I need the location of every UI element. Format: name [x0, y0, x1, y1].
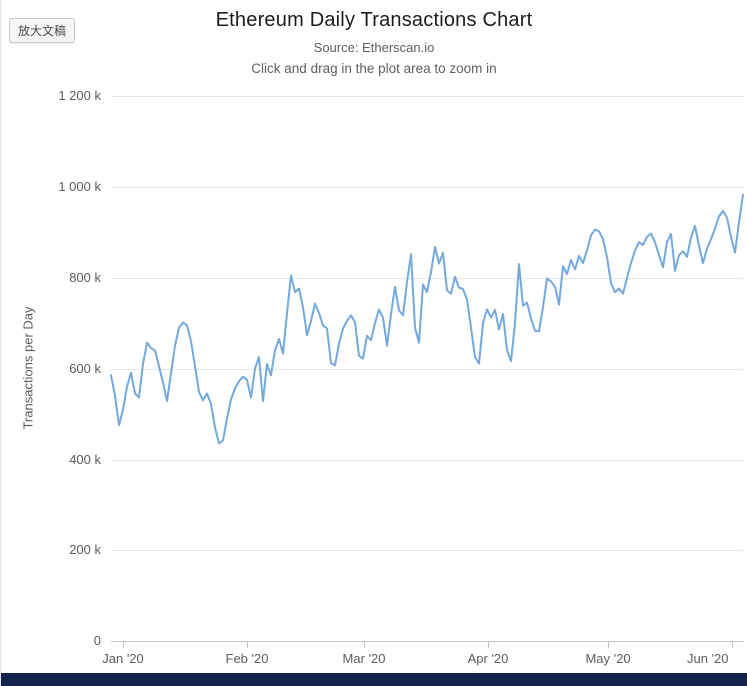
- gridline-1200k: [111, 96, 743, 97]
- y-tick-label-1200k: 1 200 k: [58, 88, 101, 103]
- x-tick-may: [608, 641, 609, 648]
- x-tick-jun: [732, 641, 733, 648]
- gridline-600k: [111, 369, 743, 370]
- zoom-document-badge: 放大文稿: [9, 18, 76, 43]
- chart-zoom-hint: Click and drag in the plot area to zoom …: [251, 61, 497, 76]
- chart-source-subtitle: Source: Etherscan.io: [313, 40, 435, 55]
- zoom-document-badge-label: 放大文稿: [18, 24, 67, 38]
- y-tick-label-600k: 600 k: [69, 361, 101, 376]
- y-tick-label-400k: 400 k: [69, 452, 101, 467]
- x-tick-feb: [247, 641, 248, 648]
- gridline-800k: [111, 278, 743, 279]
- bottom-navy-bar: [1, 673, 747, 686]
- x-tick-label-mar: Mar '20: [342, 651, 386, 666]
- x-tick-label-feb: Feb '20: [225, 651, 269, 666]
- x-tick-mar: [364, 641, 365, 648]
- gridline-400k: [111, 460, 743, 461]
- x-tick-jan: [123, 641, 124, 648]
- x-tick-apr: [488, 641, 489, 648]
- gridline-200k: [111, 550, 743, 551]
- y-tick-label-1000k: 1 000 k: [58, 179, 101, 194]
- x-tick-label-apr: Apr '20: [467, 651, 509, 666]
- x-axis-line: [111, 641, 744, 642]
- gridline-1000k: [111, 187, 743, 188]
- y-tick-label-0: 0: [93, 633, 101, 648]
- transactions-line-series[interactable]: [110, 193, 744, 445]
- x-tick-label-jan: Jan '20: [102, 651, 144, 666]
- x-tick-label-may: May '20: [585, 651, 631, 666]
- x-tick-label-jun: Jun '20: [687, 651, 729, 666]
- y-tick-label-800k: 800 k: [69, 270, 101, 285]
- y-tick-label-200k: 200 k: [69, 542, 101, 557]
- chart-title: Ethereum Daily Transactions Chart: [215, 9, 533, 31]
